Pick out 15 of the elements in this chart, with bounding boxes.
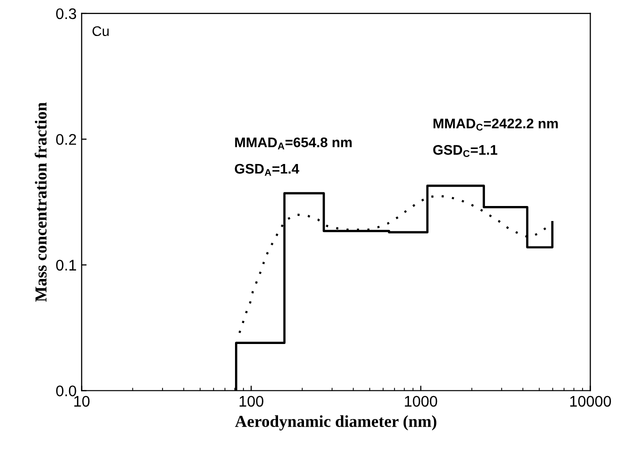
x-tick-label: 1000 — [404, 396, 438, 407]
annotation: Cu — [92, 26, 109, 36]
x-tick-label: 10000 — [570, 396, 611, 407]
annotation: MMAD$_{A}$=654.8 nm — [235, 137, 352, 150]
annotation: GSD$_{C}$=1.1 — [433, 145, 498, 157]
annotation: GSD$_{A}$=1.4 — [234, 164, 300, 176]
y-tick-label: 0.3 — [56, 8, 76, 20]
x-tick-label: 10 — [74, 396, 90, 407]
x-axis-title: Aerodynamic diameter (nm) — [235, 415, 436, 430]
y-tick-label: 0.2 — [56, 134, 76, 145]
y-axis-title: Mass concentration fraction — [34, 102, 47, 302]
y-tick-label: 0.0 — [56, 386, 76, 396]
annotation: MMAD$_{C}$=2422.2 nm — [434, 118, 558, 131]
x-tick-label: 100 — [240, 396, 264, 407]
y-tick-label: 0.1 — [56, 260, 76, 271]
